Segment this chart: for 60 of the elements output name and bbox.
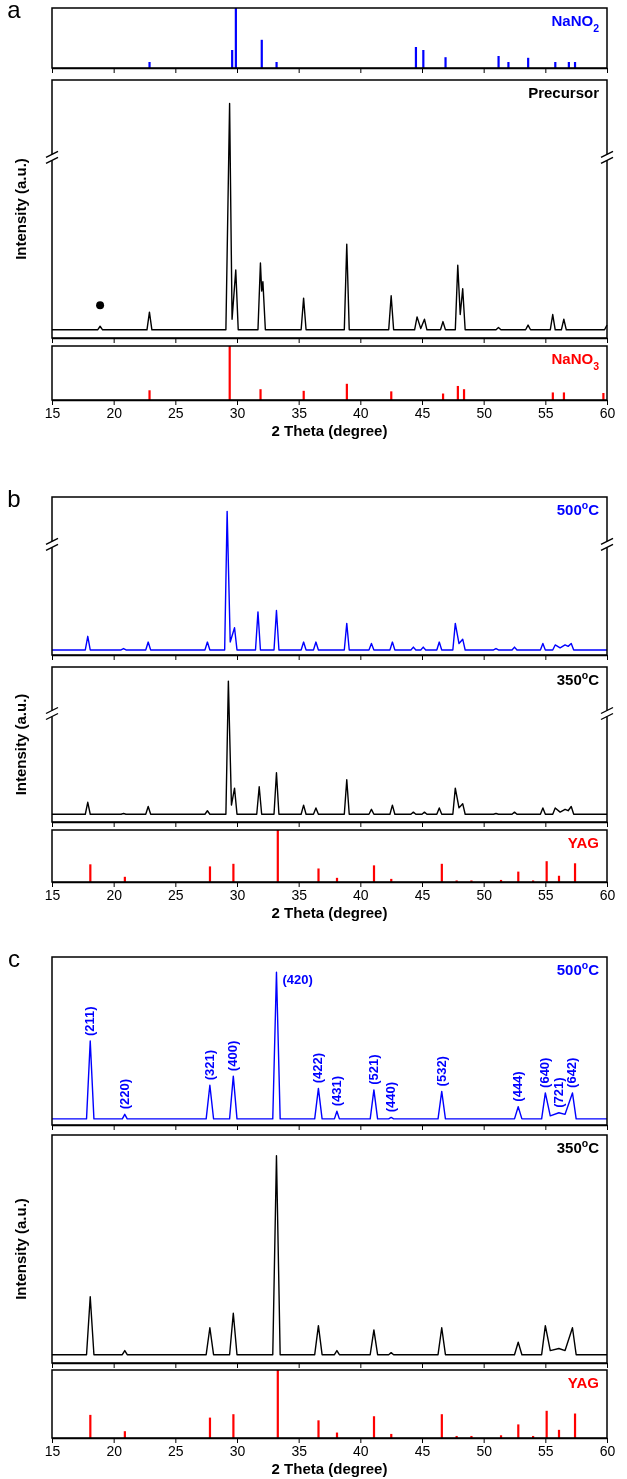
y-axis-title: Intensity (a.u.) — [12, 1198, 29, 1300]
x-tick-label: 25 — [168, 886, 184, 903]
series-label: NaNO$_{2}$ — [551, 12, 600, 34]
x-tick-label: 35 — [291, 1442, 308, 1459]
x-tick-label: 55 — [538, 404, 554, 421]
x-tick-label: 20 — [106, 1442, 123, 1459]
x-tick-label: 35 — [291, 886, 308, 903]
text: b — [7, 485, 21, 512]
x-tick-label: 50 — [476, 886, 493, 903]
x-tick-label: 30 — [229, 886, 246, 903]
x-axis-title: 2 Theta (degree) — [271, 422, 388, 439]
series-label: NaNO$_{3}$ — [551, 350, 600, 372]
x-tick-label: 40 — [353, 886, 369, 903]
x-tick-label: 60 — [599, 404, 616, 421]
annotation: (220) — [116, 1078, 132, 1110]
annotation: (440) — [383, 1082, 399, 1113]
annotation: (431) — [328, 1075, 344, 1107]
x-tick-label: 15 — [44, 404, 61, 421]
y-axis-title: Intensity (a.u.) — [12, 693, 29, 796]
x-tick-label: 55 — [538, 1442, 554, 1459]
x-tick-label: 60 — [599, 886, 616, 903]
x-tick-label: 30 — [229, 404, 246, 421]
x-tick-label: 40 — [353, 1442, 369, 1459]
text: Precursor — [528, 84, 600, 101]
x-axis-title: 2 Theta (degree) — [271, 904, 388, 921]
text: 350$^{o}$C — [556, 669, 600, 688]
series-label: YAG — [567, 834, 599, 851]
text: 500$^{o}$C — [556, 959, 600, 978]
x-tick-label: 25 — [168, 404, 184, 421]
annotation: (321) — [201, 1049, 217, 1081]
x-tick-label: 15 — [44, 886, 61, 903]
annotation: (420) — [282, 972, 313, 988]
x-tick-label: 45 — [414, 404, 431, 421]
annotation: (422) — [310, 1052, 326, 1084]
annotation: (532) — [433, 1056, 449, 1087]
text: c — [8, 945, 20, 972]
x-tick-label: 15 — [44, 1442, 61, 1459]
annotation: (400) — [225, 1040, 241, 1072]
x-tick-label: 30 — [229, 1442, 246, 1459]
x-axis-title: 2 Theta (degree) — [271, 1460, 388, 1477]
text: 500$^{o}$C — [556, 499, 600, 518]
x-tick-label: 35 — [291, 404, 308, 421]
x-tick-label: 40 — [353, 404, 369, 421]
text: a — [7, 0, 22, 23]
x-tick-label: 55 — [538, 886, 554, 903]
annotation: (444) — [510, 1071, 526, 1102]
x-tick-label: 60 — [599, 1442, 616, 1459]
annotation: (640) — [537, 1057, 553, 1088]
annotation: (521) — [365, 1054, 381, 1085]
x-tick-label: 50 — [476, 404, 493, 421]
text: 350$^{o}$C — [556, 1137, 600, 1156]
x-tick-label: 20 — [106, 404, 123, 421]
x-tick-label: 45 — [414, 886, 431, 903]
x-tick-label: 45 — [414, 1442, 431, 1459]
y-axis-title: Intensity (a.u.) — [12, 158, 29, 260]
x-tick-label: 25 — [168, 1442, 184, 1459]
annotation: (211) — [82, 1006, 98, 1036]
x-tick-label: 20 — [106, 886, 123, 903]
series-label: YAG — [567, 1374, 599, 1391]
x-tick-label: 50 — [476, 1442, 493, 1459]
